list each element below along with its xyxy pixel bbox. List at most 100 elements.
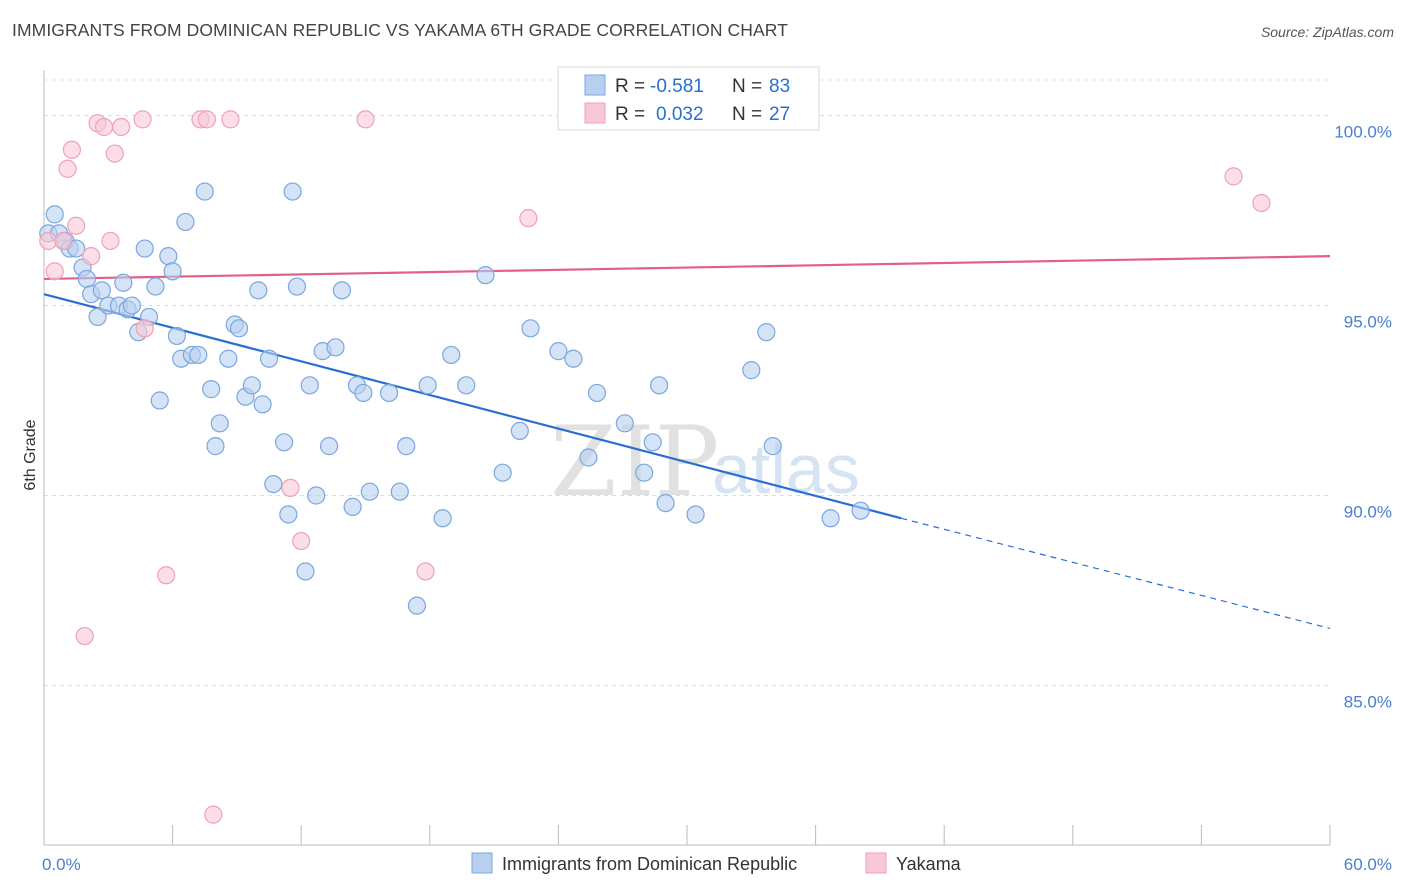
bottom-legend-label-pink: Yakama bbox=[896, 854, 962, 874]
x-tick-label-0: 0.0% bbox=[42, 855, 81, 874]
watermark-atlas: atlas bbox=[712, 430, 860, 508]
tick-labels: 100.0% 95.0% 90.0% 85.0% 0.0% 60.0% bbox=[42, 123, 1392, 874]
trend-line-1 bbox=[43, 255, 1331, 281]
point-series0-44 bbox=[287, 277, 307, 296]
point-series0-78 bbox=[742, 361, 761, 380]
point-series0-9 bbox=[88, 307, 107, 327]
point-series0-20 bbox=[150, 391, 169, 410]
point-series0-29 bbox=[202, 380, 221, 399]
point-series0-81 bbox=[821, 509, 840, 528]
y-tick-label-2: 90.0% bbox=[1344, 502, 1392, 521]
point-series0-38 bbox=[253, 395, 272, 414]
point-series1-10 bbox=[101, 231, 120, 251]
point-series0-52 bbox=[343, 497, 362, 516]
bottom-legend: Immigrants from Dominican Republic Yakam… bbox=[471, 852, 962, 874]
point-series0-82 bbox=[851, 501, 870, 520]
point-series0-22 bbox=[163, 262, 182, 281]
y-tick-label-0: 100.0% bbox=[1334, 123, 1392, 142]
point-series0-13 bbox=[114, 273, 133, 292]
point-series0-28 bbox=[195, 182, 214, 201]
point-series0-79 bbox=[757, 323, 776, 342]
data-points bbox=[39, 110, 1271, 824]
point-series1-15 bbox=[157, 566, 176, 585]
axes bbox=[43, 70, 1331, 846]
point-series1-25 bbox=[1224, 167, 1243, 186]
point-series0-67 bbox=[521, 319, 540, 338]
point-series0-42 bbox=[279, 505, 298, 524]
point-series0-66 bbox=[510, 421, 529, 441]
point-series0-80 bbox=[763, 437, 782, 456]
point-series1-13 bbox=[133, 110, 152, 129]
point-series0-27 bbox=[189, 345, 208, 365]
point-series1-3 bbox=[58, 159, 77, 178]
legend-r-value-1: -0.581 bbox=[650, 76, 704, 97]
point-series0-68 bbox=[549, 342, 568, 361]
point-series0-40 bbox=[264, 474, 283, 494]
point-series0-7 bbox=[77, 269, 96, 289]
point-series0-10 bbox=[92, 281, 111, 300]
legend-n-label-2: N = bbox=[732, 104, 762, 125]
point-series1-1 bbox=[45, 262, 64, 281]
point-series0-47 bbox=[307, 486, 326, 505]
point-series0-58 bbox=[397, 437, 416, 456]
point-series0-57 bbox=[390, 482, 409, 501]
point-series1-7 bbox=[82, 247, 101, 266]
point-series0-21 bbox=[159, 247, 178, 266]
trend-lines bbox=[43, 255, 1331, 630]
y-tick-label-1: 95.0% bbox=[1344, 313, 1392, 332]
point-series0-76 bbox=[656, 493, 675, 513]
point-series0-65 bbox=[493, 463, 512, 482]
point-series0-61 bbox=[433, 509, 452, 528]
point-series0-74 bbox=[643, 433, 662, 452]
point-series0-39 bbox=[259, 349, 279, 368]
point-series0-19 bbox=[146, 277, 165, 296]
point-series0-60 bbox=[418, 376, 437, 395]
legend-n-value-2: 27 bbox=[769, 104, 790, 125]
point-series0-23 bbox=[167, 326, 186, 346]
point-series0-36 bbox=[242, 376, 262, 395]
point-series1-18 bbox=[204, 805, 223, 824]
y-axis-title: 6th Grade bbox=[22, 419, 39, 490]
point-series0-75 bbox=[650, 376, 669, 395]
point-series0-17 bbox=[135, 239, 154, 258]
legend-r-label-1: R = bbox=[615, 76, 645, 97]
point-series0-37 bbox=[249, 281, 268, 300]
point-series0-49 bbox=[319, 437, 339, 456]
point-series1-6 bbox=[75, 626, 94, 646]
point-series1-19 bbox=[221, 110, 240, 129]
point-series1-4 bbox=[62, 140, 81, 159]
point-series1-21 bbox=[292, 531, 311, 551]
point-series1-24 bbox=[519, 209, 538, 228]
bottom-legend-swatch-pink bbox=[865, 852, 887, 874]
chart-title: IMMIGRANTS FROM DOMINICAN REPUBLIC VS YA… bbox=[12, 20, 789, 40]
point-series0-25 bbox=[176, 212, 195, 232]
point-series0-72 bbox=[615, 414, 634, 433]
point-series1-11 bbox=[105, 144, 124, 163]
source-label: Source: ZipAtlas.com bbox=[1260, 24, 1394, 40]
legend: R = -0.581 N = 83 R = 0.032 N = 27 bbox=[557, 66, 820, 131]
point-series1-2 bbox=[54, 231, 73, 251]
point-series0-56 bbox=[379, 383, 399, 403]
point-series1-9 bbox=[94, 117, 114, 137]
point-series1-12 bbox=[112, 117, 131, 137]
point-series1-5 bbox=[67, 216, 86, 235]
point-series1-23 bbox=[416, 562, 435, 581]
point-series0-1 bbox=[45, 205, 64, 224]
point-series0-34 bbox=[229, 319, 249, 338]
point-series0-69 bbox=[564, 349, 583, 368]
point-series0-45 bbox=[296, 562, 315, 581]
point-series0-50 bbox=[326, 338, 345, 357]
legend-r-value-2: 0.032 bbox=[656, 104, 704, 125]
point-series0-51 bbox=[332, 281, 352, 300]
point-series0-64 bbox=[476, 266, 495, 285]
point-series1-14 bbox=[135, 319, 154, 338]
point-series0-32 bbox=[219, 349, 238, 368]
point-series0-70 bbox=[579, 448, 598, 467]
watermark-zip: ZIP bbox=[550, 406, 719, 518]
point-series0-62 bbox=[442, 345, 461, 365]
point-series1-20 bbox=[281, 478, 300, 497]
legend-swatch-blue bbox=[584, 74, 606, 96]
legend-r-label-2: R = bbox=[615, 104, 645, 125]
point-series0-41 bbox=[274, 433, 294, 452]
